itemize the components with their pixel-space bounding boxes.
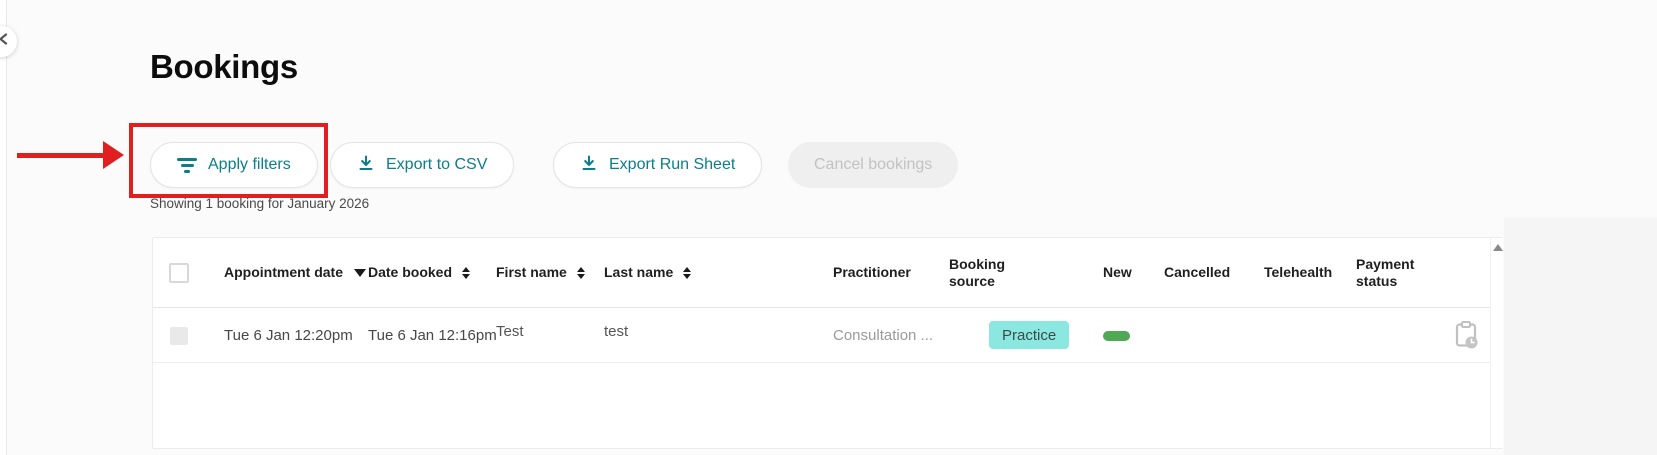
row-checkbox-disabled[interactable] [170, 327, 188, 345]
column-header-booking-source: Booking source [949, 255, 1005, 290]
page-title: Bookings [150, 48, 298, 85]
column-header-first-name[interactable]: First name [496, 238, 585, 308]
column-header-telehealth: Telehealth [1264, 264, 1333, 281]
sidebar-collapse-button[interactable] [0, 26, 17, 57]
cell-practitioner: Consultation ... [833, 327, 934, 344]
cell-first-name: Test [496, 323, 524, 340]
export-csv-button[interactable]: Export to CSV [330, 142, 515, 188]
column-header-date-booked[interactable]: Date booked [368, 238, 471, 308]
export-run-sheet-button[interactable]: Export Run Sheet [553, 142, 763, 188]
cell-last-name: test [604, 323, 629, 340]
cell-date-booked: Tue 6 Jan 12:16pm [368, 327, 497, 344]
sort-icon [683, 267, 692, 279]
table-scrollbar[interactable] [1490, 238, 1503, 448]
cancel-bookings-button[interactable]: Cancel bookings [788, 142, 959, 188]
column-header-payment-status: Payment status [1356, 255, 1415, 290]
new-booking-indicator-pill [1103, 331, 1130, 341]
booking-source-badge: Practice [989, 321, 1070, 349]
apply-filters-label: Apply filters [208, 156, 291, 173]
filter-icon [177, 157, 197, 173]
clipboard-clock-icon[interactable] [1455, 321, 1479, 355]
annotation-arrow [17, 153, 106, 158]
sort-desc-icon [354, 269, 366, 277]
download-icon [357, 154, 375, 177]
table-header-row: Appointment date Date booked First name … [153, 238, 1490, 308]
apply-filters-button[interactable]: Apply filters [150, 142, 318, 188]
column-header-cancelled: Cancelled [1164, 264, 1231, 281]
export-csv-label: Export to CSV [386, 156, 488, 173]
column-header-new: New [1103, 264, 1132, 281]
booking-row[interactable]: Tue 6 Jan 12:20pm Tue 6 Jan 12:16pm Test… [153, 308, 1490, 363]
sort-icon [462, 267, 471, 279]
column-header-last-name[interactable]: Last name [604, 238, 692, 308]
chevron-left-icon [0, 32, 11, 51]
page-background-gutter [1504, 218, 1657, 455]
cell-appointment-date: Tue 6 Jan 12:20pm [224, 327, 353, 344]
column-header-appointment-date[interactable]: Appointment date [224, 238, 366, 308]
results-summary: Showing 1 booking for January 2026 [150, 196, 370, 211]
export-run-sheet-label: Export Run Sheet [609, 156, 736, 173]
column-header-practitioner: Practitioner [833, 264, 911, 281]
bookings-table: Appointment date Date booked First name … [152, 237, 1503, 449]
download-icon [580, 154, 598, 177]
scrollbar-up-arrow-icon[interactable] [1493, 244, 1503, 251]
annotation-arrow-head-icon [103, 141, 124, 169]
collapsed-sidebar-rail [0, 0, 7, 455]
sort-icon [576, 267, 585, 279]
select-all-checkbox[interactable] [169, 263, 189, 283]
cancel-bookings-label: Cancel bookings [814, 156, 933, 173]
